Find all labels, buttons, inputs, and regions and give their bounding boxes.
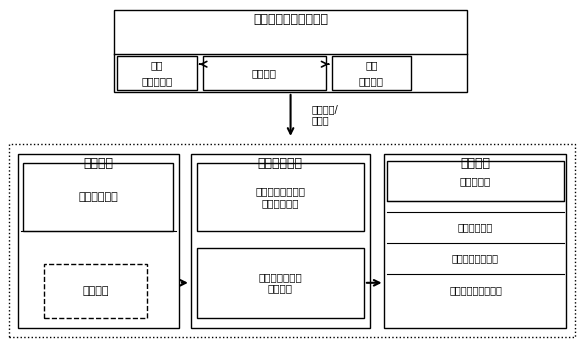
Text: 专用网络/
互联网: 专用网络/ 互联网 [311,104,338,125]
Text: 电磁频谱显示: 电磁频谱显示 [458,222,493,232]
Bar [18,154,179,328]
Bar [197,163,364,231]
Text: 电磁环境参数采集系统: 电磁环境参数采集系统 [253,12,328,26]
Bar [44,264,147,318]
Bar [387,161,564,201]
Text: 信号测向: 信号测向 [359,76,384,86]
Bar [117,56,197,90]
Bar [191,154,370,328]
Text: 系统授时: 系统授时 [252,68,276,78]
Text: 受试电子信息系统
参数输入单元: 受试电子信息系统 参数输入单元 [255,186,305,208]
Bar [384,154,566,328]
Text: 时统: 时统 [365,60,377,70]
Text: 显示终端: 显示终端 [460,156,491,170]
Text: 频谱分析仪: 频谱分析仪 [141,76,173,86]
Text: 时统: 时统 [151,60,163,70]
Text: 数据中心: 数据中心 [83,156,113,170]
Text: 电磁信号时域显示: 电磁信号时域显示 [452,254,499,263]
Text: 复杂度显示: 复杂度显示 [460,176,491,186]
Bar [332,56,411,90]
Text: 极坐标显示来波方位: 极坐标显示来波方位 [449,285,502,295]
Text: 磁盘阵列: 磁盘阵列 [82,286,109,296]
Text: 数据处理单元: 数据处理单元 [79,192,118,202]
Bar [23,163,173,231]
Bar [197,248,364,318]
Bar [114,10,467,92]
Bar [9,144,575,337]
Text: 电磁环境复杂度
计算单元: 电磁环境复杂度 计算单元 [258,272,302,294]
Text: 数据计算中心: 数据计算中心 [258,156,303,170]
Bar [203,56,326,90]
